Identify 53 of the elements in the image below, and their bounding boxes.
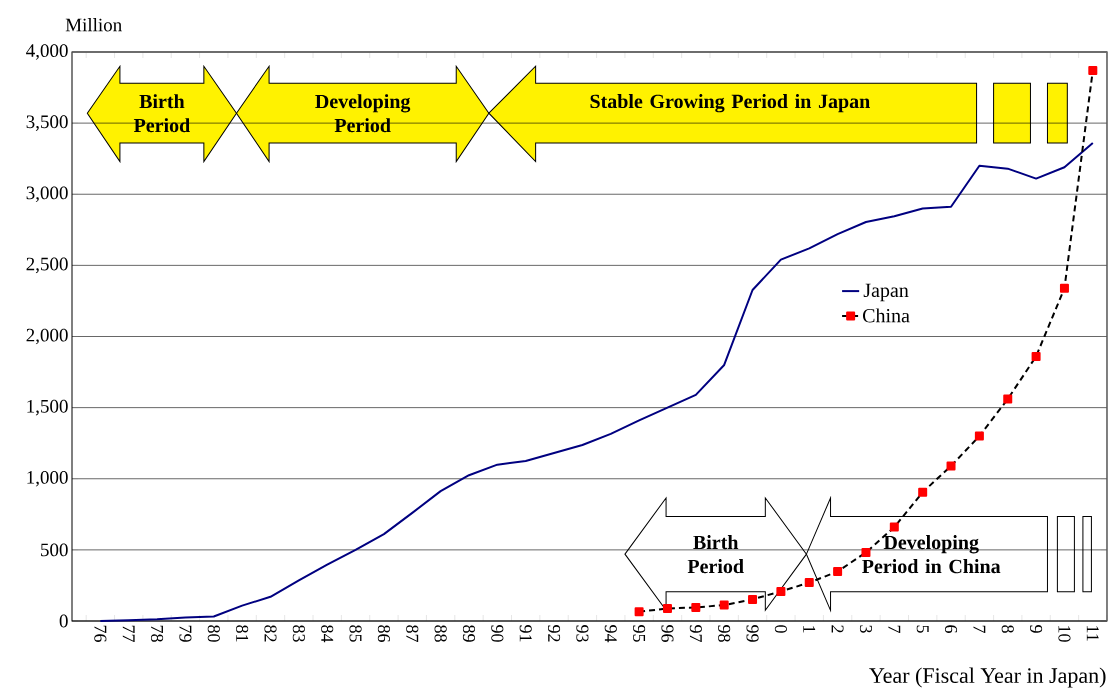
x-tick-label: 76 <box>94 625 107 642</box>
x-tick-label: 93 <box>576 625 589 642</box>
y-tick-label: 4,000 <box>26 44 68 60</box>
x-axis-title: Year (Fiscal Year in Japan) <box>869 667 1106 688</box>
x-tick-label: 86 <box>377 625 390 642</box>
x-tick-label: 7 <box>973 625 986 634</box>
x-tick-label: 6 <box>944 625 958 633</box>
x-tick-label: 9 <box>1030 625 1043 633</box>
y-tick-label: 2,000 <box>26 328 68 345</box>
y-tick-label: 3,000 <box>26 186 68 203</box>
annotation: Birth Period <box>133 94 191 133</box>
x-tick-label: 85 <box>349 625 362 642</box>
x-tick-label: 11 <box>1086 626 1099 641</box>
y-axis-title: Million <box>65 18 122 32</box>
x-tick-label: 98 <box>718 625 731 642</box>
x-tick-label: 7 <box>888 625 901 634</box>
x-tick-label: 1 <box>803 626 816 633</box>
x-tick-label: 83 <box>292 625 305 642</box>
x-tick-label: 77 <box>122 625 135 643</box>
x-tick-label: 5 <box>916 625 929 633</box>
x-tick-label: 94 <box>604 625 617 643</box>
x-tick-label: 80 <box>207 625 220 642</box>
x-tick-label: 8 <box>1001 625 1014 633</box>
annotation: Stable Growing Period in Japan <box>590 94 870 113</box>
y-tick-label: 500 <box>41 543 68 557</box>
x-tick-label: 2 <box>831 625 844 633</box>
y-tick-label: 1,000 <box>27 470 68 487</box>
x-tick-label: 0 <box>774 625 787 633</box>
x-tick-label: 82 <box>264 625 277 642</box>
x-tick-label: 10 <box>1058 626 1071 642</box>
x-tick-label: 89 <box>462 625 476 642</box>
x-tick-label: 97 <box>689 625 702 643</box>
x-tick-label: 91 <box>519 625 532 642</box>
x-tick-label: 90 <box>491 625 504 642</box>
x-tick-label: 84 <box>321 625 334 643</box>
x-tick-label: 99 <box>746 625 759 642</box>
x-tick-label: 79 <box>179 625 192 642</box>
annotation: Birth Period <box>687 535 744 574</box>
annotation: Developing Period <box>315 94 411 133</box>
x-tick-label: 96 <box>661 625 674 642</box>
x-tick-label: 3 <box>859 625 873 633</box>
x-tick-label: 95 <box>633 625 646 642</box>
x-tick-label: 81 <box>236 625 249 642</box>
y-tick-label: 1,500 <box>27 399 68 416</box>
legend-label: China <box>862 308 910 323</box>
legend-label: Japan <box>863 283 909 302</box>
x-tick-label: 92 <box>548 625 561 642</box>
y-tick-label: 2,500 <box>26 257 68 274</box>
y-tick-label: 3,500 <box>26 115 68 131</box>
x-tick-label: 78 <box>151 625 164 642</box>
annotation: Developing Period in China <box>862 535 1001 574</box>
x-tick-label: 88 <box>434 625 447 642</box>
x-tick-label: 87 <box>406 625 419 643</box>
